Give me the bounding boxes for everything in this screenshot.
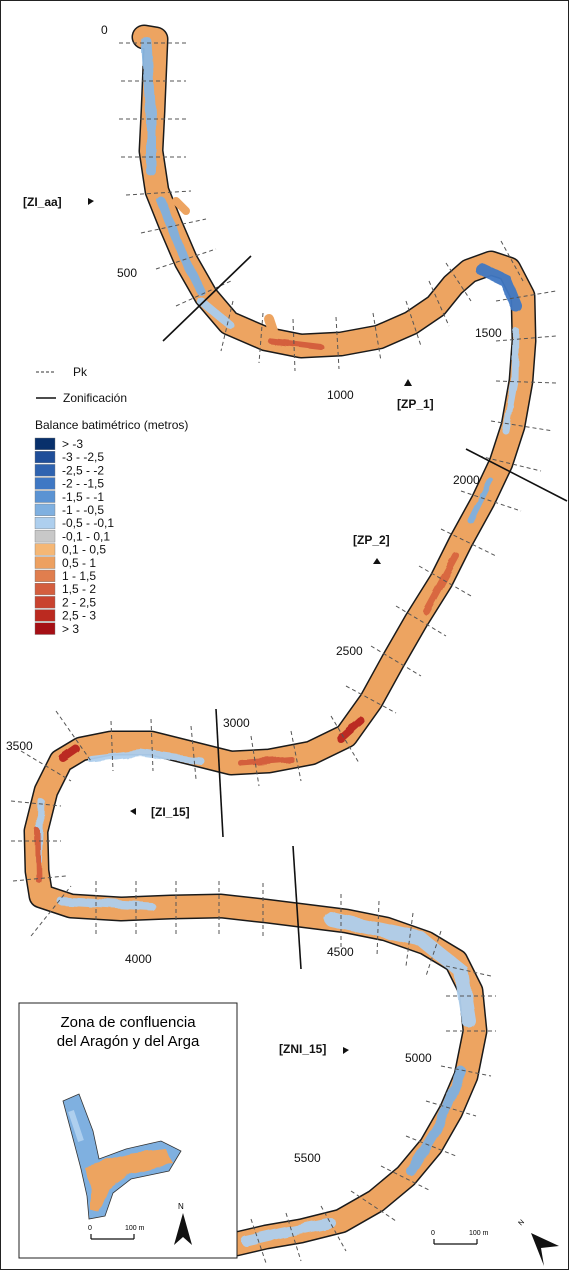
legend-swatch: [34, 437, 56, 450]
legend-class-label: -1,5 - -1: [62, 490, 104, 504]
inset-north-arrow-icon: [174, 1213, 192, 1245]
pk-sections: [10, 42, 557, 1264]
scale-end: 100 m: [469, 1230, 489, 1237]
zone-label: [ZP_1]: [397, 397, 434, 411]
inset-title-line2: del Aragón y del Arga: [57, 1033, 200, 1050]
inset-scale-end: 100 m: [125, 1225, 145, 1232]
legend-swatch: [34, 451, 56, 464]
river-channel: [23, 24, 537, 1257]
legend-zonificacion-label: Zonificación: [63, 391, 127, 405]
legend-swatch: [34, 556, 56, 569]
pk-label: 500: [117, 266, 137, 280]
pk-label: 4000: [125, 952, 152, 966]
legend-swatches: > -3-3 - -2,5-2,5 - -2-2 - -1,5-1,5 - -1…: [34, 437, 114, 636]
pk-labels: 0 500 1000 1500 2000 2500 3000 3500 4000…: [6, 23, 502, 1165]
legend-swatch: [34, 477, 56, 490]
zone-label: [ZNI_15]: [279, 1042, 326, 1056]
legend-swatch: [34, 609, 56, 622]
legend-class-label: -0,1 - 0,1: [62, 529, 110, 543]
zonification-lines: [162, 255, 568, 970]
legend-class-label: -1 - -0,5: [62, 503, 104, 517]
scale-start: 0: [431, 1230, 435, 1237]
pk-label: 2500: [336, 644, 363, 658]
zone-labels: [ZI_aa] [ZP_1] [ZP_2] [ZI_15] [ZNI_15]: [23, 195, 434, 1056]
north-label: N: [517, 1219, 526, 1228]
legend-class-label: -2 - -1,5: [62, 477, 104, 491]
legend-swatch: [34, 503, 56, 516]
legend-title: Balance batimétrico (metros): [35, 418, 188, 432]
inset-north-label: N: [178, 1202, 184, 1211]
legend-class-label: > 3: [62, 622, 79, 636]
zone-marker-icon: [404, 379, 412, 386]
inset-map: Zona de confluencia del Aragón y del Arg…: [18, 1002, 238, 1259]
legend-class-label: 0,1 - 0,5: [62, 543, 106, 557]
legend-class-label: -0,5 - -0,1: [62, 516, 114, 530]
pk-label: 5500: [294, 1151, 321, 1165]
legend: Pk Zonificación Balance batimétrico (met…: [34, 365, 188, 636]
legend-swatch: [34, 569, 56, 582]
legend-class-label: 1 - 1,5: [62, 569, 96, 583]
legend-class-label: 2,5 - 3: [62, 609, 96, 623]
pk-label: 4500: [327, 945, 354, 959]
legend-class-label: 1,5 - 2: [62, 582, 96, 596]
pk-label: 1500: [475, 326, 502, 340]
pk-label: 3000: [223, 716, 250, 730]
legend-swatch: [34, 530, 56, 543]
north-arrow-icon: N: [517, 1219, 559, 1266]
inset-confluence-shape: [62, 1093, 182, 1220]
zone-label: [ZP_2]: [353, 533, 390, 547]
legend-swatch: [34, 517, 56, 530]
pk-label: 5000: [405, 1051, 432, 1065]
legend-class-label: -3 - -2,5: [62, 450, 104, 464]
legend-swatch: [34, 490, 56, 503]
legend-class-label: > -3: [62, 437, 83, 451]
zone-marker-icon: [343, 1047, 349, 1054]
legend-class-label: 0,5 - 1: [62, 556, 96, 570]
main-scale-bar: 0 100 m: [431, 1230, 489, 1245]
inset-title-line1: Zona de confluencia: [60, 1014, 196, 1031]
zone-label: [ZI_15]: [151, 805, 190, 819]
legend-swatch: [34, 543, 56, 556]
pk-label: 3500: [6, 739, 33, 753]
pk-label: 1000: [327, 388, 354, 402]
pk-label: 2000: [453, 473, 480, 487]
zone-marker-icon: [373, 558, 381, 564]
legend-pk-label: Pk: [73, 365, 88, 379]
zone-marker-icon: [88, 198, 94, 205]
zone-marker-icon: [130, 808, 136, 815]
legend-swatch: [34, 464, 56, 477]
zone-label: [ZI_aa]: [23, 195, 62, 209]
inset-scale-start: 0: [88, 1225, 92, 1232]
pk-label: 0: [101, 23, 108, 37]
legend-swatch: [34, 622, 56, 635]
legend-class-label: 2 - 2,5: [62, 595, 96, 609]
legend-swatch: [34, 583, 56, 596]
legend-class-label: -2,5 - -2: [62, 463, 104, 477]
legend-swatch: [34, 596, 56, 609]
